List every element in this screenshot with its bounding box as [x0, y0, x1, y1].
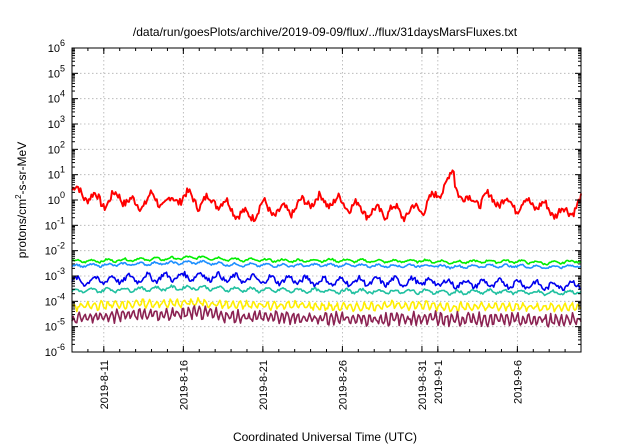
y-tick-label: 102 — [48, 139, 65, 156]
series-line — [71, 305, 582, 328]
series-line — [71, 284, 582, 297]
y-axis-label-sup: 2 — [14, 194, 23, 199]
y-tick-label: 10-3 — [45, 266, 65, 283]
series-line — [71, 297, 582, 313]
x-tick-label: 2019-8-31 — [417, 360, 429, 410]
y-tick-label: 10-2 — [45, 241, 65, 258]
x-tick-labels: 2019-8-11 2019-8-16 2019-8-21 2019-8-26 2019… — [99, 360, 525, 410]
grid — [72, 48, 581, 352]
x-tick-label: 2019-9-1 — [433, 360, 445, 404]
series-line — [71, 169, 582, 223]
series-line — [71, 255, 582, 266]
y-tick-labels: 10-6 10-5 10-4 10-3 10-2 10-1 100 101 102 103 104 1… — [45, 38, 65, 359]
x-tick-label: 2019-9-6 — [512, 360, 524, 404]
x-tick-label: 2019-8-11 — [99, 360, 111, 409]
y-tick-label: 104 — [48, 89, 65, 106]
y-axis-label: protons/cm2-s-sr-MeV — [14, 142, 29, 258]
y-tick-label: 100 — [48, 190, 65, 207]
x-tick-label: 2019-8-26 — [337, 360, 349, 410]
y-tick-label: 106 — [48, 38, 65, 55]
axis-ticks — [71, 47, 582, 353]
x-tick-label: 2019-8-16 — [178, 360, 190, 410]
x-axis-label: Coordinated Universal Time (UTC) — [233, 430, 417, 444]
series-line — [71, 259, 582, 270]
y-tick-label: 101 — [48, 165, 65, 182]
series-line — [71, 270, 582, 292]
y-tick-label: 10-4 — [45, 291, 65, 308]
x-tick-label: 2019-8-21 — [258, 360, 270, 410]
y-tick-label: 10-5 — [45, 317, 65, 334]
y-tick-label: 10-1 — [45, 215, 65, 232]
y-tick-label: 10-6 — [45, 342, 65, 359]
y-tick-label: 103 — [48, 114, 65, 131]
data-series — [71, 169, 582, 328]
y-tick-label: 105 — [48, 63, 65, 80]
y-axis-label-after: -s-sr-MeV — [15, 142, 29, 195]
y-axis-label-before: protons/cm — [15, 199, 29, 258]
chart-title: /data/run/goesPlots/archive/2019-09-09/f… — [133, 25, 518, 39]
